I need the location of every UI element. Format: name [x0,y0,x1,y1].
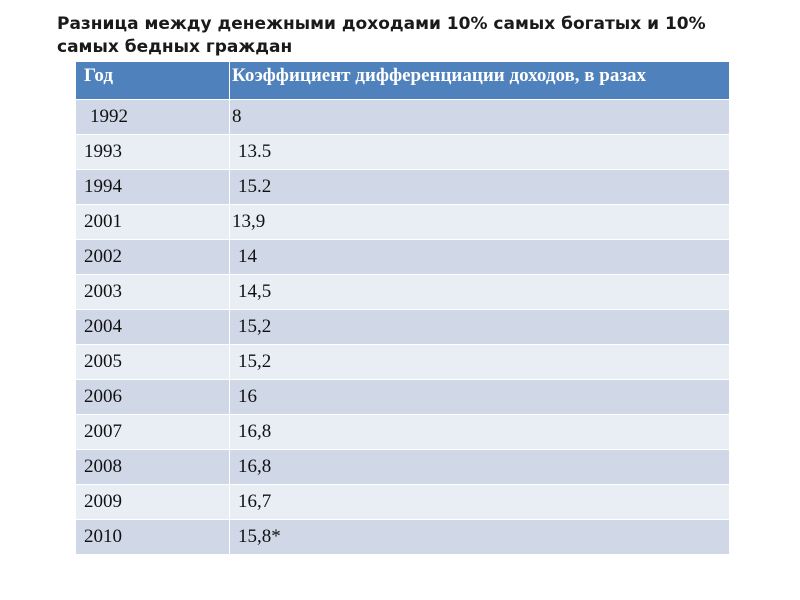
coefficient-value: 16,8 [238,456,272,477]
coefficient-value: 14,5 [238,281,272,302]
coefficient-cell: 16,8 [229,414,729,450]
year-value: 2001 [84,211,122,232]
year-cell: 1992 [76,99,230,135]
coefficient-cell: 14 [229,239,729,275]
table-row: 1994 15.2 [76,169,729,205]
year-cell: 2004 [76,309,230,345]
table-row: 2005 15,2 [76,344,729,380]
coefficient-cell: 15,2 [229,344,729,380]
year-cell: 2008 [76,449,230,485]
year-cell: 2002 [76,239,230,275]
coefficient-cell: 14,5 [229,274,729,310]
coefficient-value: 16,7 [238,491,272,512]
table-row: 2010 15,8* [76,519,729,554]
year-cell: 2007 [76,414,230,450]
year-value: 2003 [84,281,122,302]
coefficient-value: 8 [232,106,242,127]
table-row: 1993 13.5 [76,134,729,170]
year-value: 1992 [90,106,128,127]
year-value: 2002 [84,246,122,267]
coefficient-value: 16 [238,386,257,407]
coefficient-value: 15,2 [238,316,272,337]
year-cell: 2001 [76,204,230,240]
year-cell: 1994 [76,169,230,205]
coefficient-value: 15,8* [238,526,281,547]
coefficient-cell: 16 [229,379,729,415]
table-row: 1992 8 [76,99,729,135]
coefficient-value: 13,9 [232,211,266,232]
year-cell: 1993 [76,134,230,170]
table-row: 2007 16,8 [76,414,729,450]
column-header-year: Год [76,62,230,100]
year-value: 2005 [84,351,122,372]
year-value: 1994 [84,176,122,197]
coefficient-cell: 15,2 [229,309,729,345]
coefficient-cell: 15.2 [229,169,729,205]
year-cell: 2009 [76,484,230,520]
coefficient-cell: 13.5 [229,134,729,170]
table-row: 2008 16,8 [76,449,729,485]
page-title: Разница между денежными доходами 10% сам… [57,14,706,57]
year-cell: 2003 [76,274,230,310]
year-value: 2006 [84,386,122,407]
table-row: 2001 13,9 [76,204,729,240]
coefficient-value: 13.5 [238,141,272,162]
coefficient-value: 15,2 [238,351,272,372]
coefficient-cell: 16,7 [229,484,729,520]
coefficient-value: 16,8 [238,421,272,442]
table-header-row: Год Коэффициент дифференциации доходов, … [76,62,729,100]
year-value: 2008 [84,456,122,477]
income-ratio-table: Год Коэффициент дифференциации доходов, … [76,62,729,554]
year-cell: 2005 [76,344,230,380]
year-value: 2009 [84,491,122,512]
table-row: 2002 14 [76,239,729,275]
year-value: 2007 [84,421,122,442]
year-value: 2010 [84,526,122,547]
column-header-coefficient: Коэффициент дифференциации доходов, в ра… [229,62,729,100]
coefficient-cell: 13,9 [229,204,729,240]
table-row: 2004 15,2 [76,309,729,345]
coefficient-cell: 16,8 [229,449,729,485]
year-value: 2004 [84,316,122,337]
year-value: 1993 [84,141,122,162]
coefficient-cell: 8 [229,99,729,135]
table-row: 2006 16 [76,379,729,415]
table-row: 2003 14,5 [76,274,729,310]
coefficient-value: 15.2 [238,176,272,197]
table-row: 2009 16,7 [76,484,729,520]
coefficient-value: 14 [238,246,257,267]
year-cell: 2006 [76,379,230,415]
coefficient-cell: 15,8* [229,519,729,554]
year-cell: 2010 [76,519,230,554]
